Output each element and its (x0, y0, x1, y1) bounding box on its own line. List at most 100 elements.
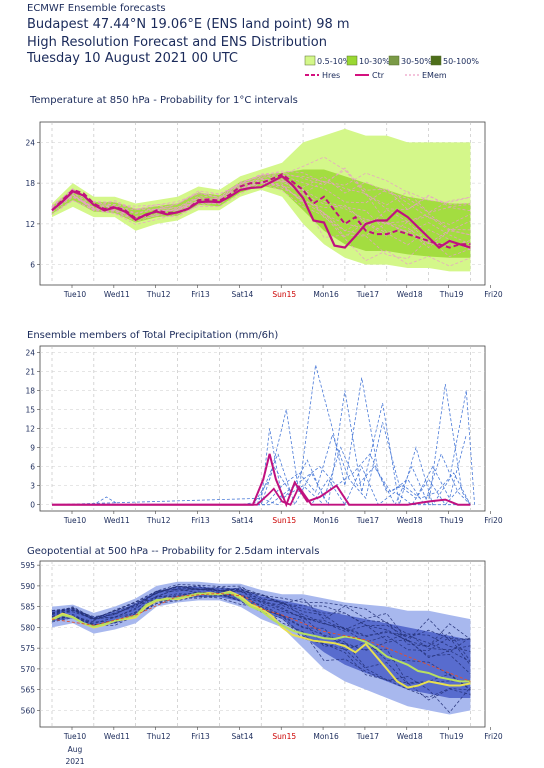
date-footer-0: Aug (68, 745, 83, 754)
run-date-title: Tuesday 10 August 2021 00 UTC (27, 51, 238, 66)
y-tick-label-0-1: 12 (25, 220, 35, 229)
y-tick-label-2-2: 570 (21, 665, 36, 674)
precip-member-3 (52, 446, 471, 506)
ensemble-member-2-1 (51, 585, 471, 652)
x-tick-label-1-2: Thu12 (146, 516, 171, 525)
y-tick-label-2-7: 595 (21, 561, 36, 570)
x-tick-label-0-4: Sat14 (231, 290, 253, 299)
y-tick-label-1-5: 15 (25, 405, 35, 414)
x-tick-label-2-6: Mon16 (313, 732, 339, 741)
x-tick-label-2-5: Sun15 (272, 732, 296, 741)
precip-member-1 (52, 364, 471, 507)
ensemble-member-0-15 (51, 181, 471, 247)
x-tick-label-1-5: Sun15 (272, 516, 296, 525)
legend-swatch-3 (430, 55, 442, 66)
plot-area-0 (51, 128, 471, 272)
temp-ctr-line (51, 174, 471, 249)
date-footer-1: 2021 (65, 757, 84, 766)
y-tick-label-0-2: 18 (25, 179, 35, 188)
x-tick-label-0-3: Fri13 (191, 290, 210, 299)
ensemble-member-2-6 (51, 587, 471, 640)
x-tick-label-2-1: Wed11 (104, 732, 130, 741)
precip-member-0 (52, 428, 471, 506)
legend-label-2: 30-50% (401, 57, 432, 66)
precip-member-5 (52, 453, 471, 506)
ensemble-member-2-3 (51, 585, 471, 647)
ensemble-member-2-11 (51, 586, 471, 662)
legend-swatch-1 (346, 55, 358, 66)
legend-line-label-1: Ctr (372, 71, 385, 80)
y-tick-label-1-6: 18 (25, 386, 35, 395)
x-tick-label-2-9: Thu19 (439, 732, 464, 741)
legend-label-0: 0.5-10% (317, 57, 351, 66)
x-tick-label-1-0: Tue10 (63, 516, 87, 525)
y-tick-label-2-6: 590 (21, 582, 36, 591)
ensemble-member-2-15 (51, 585, 471, 651)
x-tick-label-0-9: Thu19 (439, 290, 464, 299)
x-tick-label-2-4: Sat14 (231, 732, 253, 741)
y-tick-label-1-2: 6 (30, 463, 35, 472)
x-tick-label-0-10: Fri20 (484, 290, 503, 299)
y-tick-label-1-3: 9 (30, 444, 35, 453)
location-title: Budapest 47.44°N 19.06°E (ENS land point… (27, 17, 350, 32)
x-tick-label-1-10: Fri20 (484, 516, 503, 525)
ensemble-member-2-4 (51, 593, 471, 691)
y-tick-label-2-4: 580 (21, 623, 36, 632)
x-tick-label-1-3: Fri13 (191, 516, 210, 525)
spread-outer-band-2 (52, 581, 471, 715)
y-tick-label-2-5: 585 (21, 603, 36, 612)
y-tick-label-0-0: 6 (30, 261, 35, 270)
ensemble-member-2-8 (51, 587, 471, 666)
x-tick-label-1-7: Tue17 (356, 516, 380, 525)
ensemble-member-0-4 (51, 181, 471, 251)
x-tick-label-2-0: Tue10 (63, 732, 87, 741)
ensemble-member-2-9 (51, 594, 471, 701)
x-tick-label-1-4: Sat14 (231, 516, 253, 525)
legend-line-label-2: EMem (422, 71, 447, 80)
x-tick-label-1-1: Wed11 (104, 516, 130, 525)
y-tick-label-1-7: 21 (25, 367, 35, 376)
panel-title-2: Geopotential at 500 hPa -- Probability f… (27, 546, 319, 557)
y-tick-label-1-8: 24 (25, 348, 35, 357)
x-tick-label-2-2: Thu12 (146, 732, 171, 741)
y-tick-label-1-0: 0 (30, 501, 35, 510)
precip-control (52, 453, 471, 508)
x-tick-label-0-5: Sun15 (272, 290, 296, 299)
x-tick-label-0-0: Tue10 (63, 290, 87, 299)
ensemble-member-0-11 (51, 169, 471, 210)
ensemble-member-0-9 (51, 181, 471, 260)
ensemble-member-0-0 (51, 182, 471, 267)
ensemble-member-0-7 (51, 172, 471, 213)
panel-title-1: Ensemble members of Total Precipitation … (27, 330, 278, 341)
x-tick-label-0-1: Wed11 (104, 290, 130, 299)
legend-swatch-2 (388, 55, 400, 66)
x-tick-label-0-2: Thu12 (146, 290, 171, 299)
x-tick-label-2-10: Fri20 (484, 732, 503, 741)
x-tick-label-2-7: Tue17 (356, 732, 380, 741)
x-tick-label-1-8: Wed18 (397, 516, 423, 525)
legend-label-1: 10-30% (359, 57, 390, 66)
precip-member-4 (52, 422, 467, 506)
ensemble-member-2-14 (51, 584, 471, 642)
precip-member-6 (51, 465, 463, 506)
x-tick-label-1-6: Mon16 (313, 516, 339, 525)
panel-title-0: Temperature at 850 hPa - Probability for… (29, 95, 298, 106)
y-tick-label-2-1: 565 (21, 686, 36, 695)
legend-swatch-0 (304, 55, 316, 66)
plot-area-2 (51, 581, 471, 715)
plot-area-1 (51, 364, 475, 508)
legend-line-label-0: Hres (322, 71, 340, 80)
forecast-type-title: High Resolution Forecast and ENS Distrib… (27, 35, 327, 50)
geo-ctr-line (51, 591, 471, 683)
x-tick-label-0-7: Tue17 (356, 290, 380, 299)
ensemble-member-0-8 (51, 181, 471, 245)
y-tick-label-0-3: 24 (25, 138, 35, 147)
legend-label-3: 50-100% (443, 57, 479, 66)
ensemble-member-0-12 (51, 174, 471, 225)
x-tick-label-2-3: Fri13 (191, 732, 210, 741)
spread-inner-band-2 (52, 586, 471, 698)
x-tick-label-0-6: Mon16 (313, 290, 339, 299)
ensemble-member-2-13 (51, 588, 471, 675)
y-tick-label-1-4: 12 (25, 425, 35, 434)
